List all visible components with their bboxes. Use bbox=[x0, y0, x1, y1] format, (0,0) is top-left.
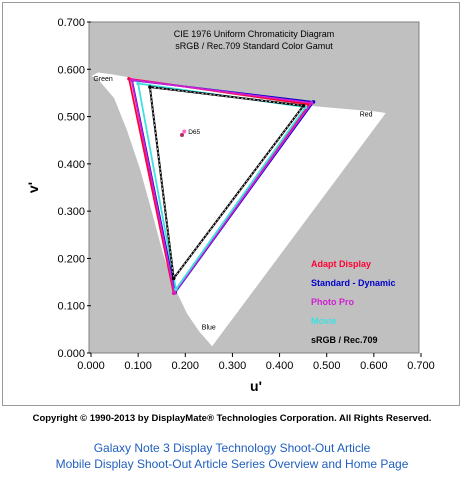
chart-axes: 0.000 0.100 0.200 0.300 0.400 0.500 0.600 0.700… bbox=[25, 17, 435, 394]
gamut-triangle-dash bbox=[149, 86, 305, 280]
x-tick-label: 0.300 bbox=[219, 360, 247, 372]
y-axis-label: v' bbox=[25, 182, 41, 193]
locus-label: Green bbox=[93, 76, 113, 83]
locus-label: Blue bbox=[202, 324, 216, 331]
article-link[interactable]: Galaxy Note 3 Display Technology Shoot-O… bbox=[93, 441, 371, 455]
y-tick-label: 0.600 bbox=[57, 64, 85, 76]
legend-entry: Adapt Display bbox=[311, 259, 371, 269]
x-tick-label: 0.700 bbox=[407, 360, 435, 372]
copyright-text: Copyright © 1990-2013 by DisplayMate® Te… bbox=[32, 413, 432, 424]
gamut-vertex bbox=[136, 81, 140, 86]
chart-subtitle: sRGB / Rec.709 Standard Color Gamut bbox=[175, 41, 333, 51]
legend-entry: Photo Pro bbox=[311, 297, 354, 307]
white-point bbox=[179, 133, 184, 138]
y-tick-label: 0.300 bbox=[57, 206, 85, 218]
y-tick-label: 0.100 bbox=[57, 301, 85, 313]
white-point bbox=[182, 129, 187, 134]
x-tick-label: 0.500 bbox=[313, 360, 341, 372]
x-tick-label: 0.200 bbox=[172, 360, 200, 372]
white-point-label: D65 bbox=[188, 129, 200, 136]
gamut-vertex bbox=[172, 291, 177, 295]
x-axis-label: u' bbox=[250, 378, 262, 394]
gamut-vertex bbox=[301, 103, 306, 108]
x-tick-label: 0.000 bbox=[77, 360, 105, 372]
spectral-locus bbox=[91, 72, 386, 347]
series-overview-link[interactable]: Mobile Display Shoot-Out Article Series … bbox=[55, 457, 409, 471]
gamut-triangle bbox=[130, 78, 314, 296]
x-tick-label: 0.400 bbox=[266, 360, 294, 372]
y-tick-label: 0.400 bbox=[57, 159, 85, 171]
legend: Adapt Display Standard - Dynamic Photo Pro… bbox=[311, 259, 396, 345]
x-tick-label: 0.600 bbox=[360, 360, 388, 372]
chart-title: CIE 1976 Uniform Chromaticity Diagram bbox=[174, 29, 335, 39]
x-tick-label: 0.100 bbox=[124, 360, 152, 372]
gamut-vertex bbox=[148, 85, 152, 89]
y-tick-label: 0.200 bbox=[57, 253, 85, 265]
gamut-vertex bbox=[309, 101, 314, 105]
gamut-vertex bbox=[171, 276, 176, 281]
y-tick-label: 0.000 bbox=[57, 348, 85, 360]
gamut-vertex bbox=[174, 287, 178, 291]
cie-chart: CIE 1976 Uniform Chromaticity Diagram sR… bbox=[25, 17, 435, 394]
chart-marks: Green Red Blue D65 bbox=[91, 72, 386, 347]
legend-entry: Standard - Dynamic bbox=[311, 278, 396, 288]
y-tick-label: 0.700 bbox=[57, 17, 85, 29]
locus-label: Red bbox=[360, 112, 373, 119]
y-tick-label: 0.500 bbox=[57, 112, 85, 124]
gamut-vertex bbox=[129, 77, 134, 82]
legend-entry: sRGB / Rec.709 bbox=[311, 335, 378, 345]
legend-entry: Movie bbox=[311, 316, 337, 326]
chart-frame: CIE 1976 Uniform Chromaticity Diagram sR… bbox=[2, 2, 460, 406]
